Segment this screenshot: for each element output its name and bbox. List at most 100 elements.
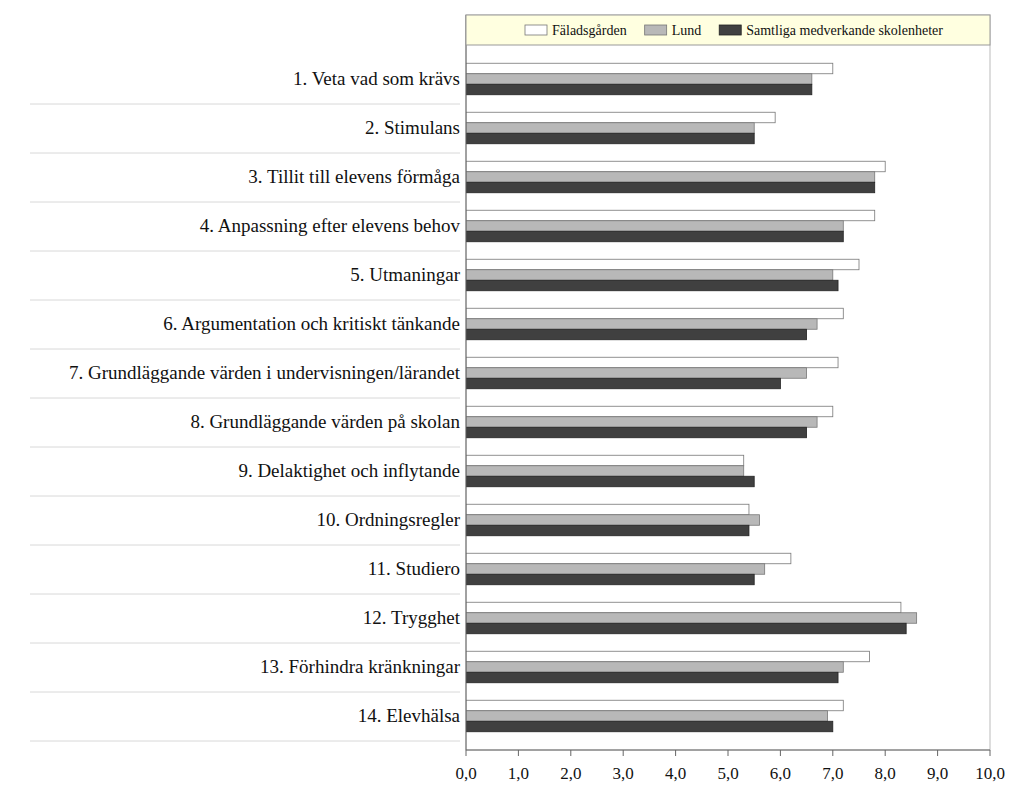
row-separator <box>30 202 460 203</box>
bar <box>466 504 749 515</box>
y-axis-line <box>466 15 467 750</box>
bar <box>466 711 828 722</box>
bar <box>466 112 775 123</box>
category-label: 6. Argumentation och kritiskt tänkande <box>163 313 460 334</box>
row-separator <box>30 398 460 399</box>
bar <box>466 574 754 585</box>
bar <box>466 623 906 634</box>
x-tick-label: 5,0 <box>717 764 738 783</box>
category-label: 9. Delaktighet och inflytande <box>238 460 460 481</box>
x-tick <box>675 750 676 756</box>
row-separator <box>30 300 460 301</box>
bar <box>466 270 833 281</box>
bar <box>466 308 843 319</box>
bar <box>466 74 812 85</box>
row-separator <box>30 447 460 448</box>
bar <box>466 651 869 662</box>
legend-box <box>466 15 990 45</box>
row-separator <box>30 741 460 742</box>
x-tick <box>466 750 467 756</box>
bar <box>466 133 754 144</box>
bar <box>466 221 843 232</box>
bars <box>466 63 917 732</box>
bar <box>466 662 843 673</box>
bar <box>466 280 838 291</box>
bar <box>466 406 833 417</box>
bar <box>466 210 875 221</box>
row-separator <box>30 496 460 497</box>
x-tick-label: 10,0 <box>975 764 1005 783</box>
x-tick <box>990 750 991 756</box>
x-tick <box>518 750 519 756</box>
category-label: 4. Anpassning efter elevens behov <box>200 215 461 236</box>
bar <box>466 525 749 536</box>
x-tick-label: 9,0 <box>927 764 948 783</box>
bar <box>466 182 875 193</box>
category-label: 10. Ordningsregler <box>316 509 460 530</box>
bar <box>466 427 807 438</box>
bar <box>466 172 875 183</box>
x-tick-label: 8,0 <box>875 764 896 783</box>
bar <box>466 602 901 613</box>
bar <box>466 84 812 95</box>
legend-label: Samtliga medverkande skolenheter <box>746 23 943 38</box>
bar <box>466 515 759 526</box>
category-label: 12. Trygghet <box>363 607 461 628</box>
x-tick-label: 4,0 <box>665 764 686 783</box>
bar <box>466 417 817 428</box>
x-tick <box>623 750 624 756</box>
bar <box>466 357 838 368</box>
row-separator <box>30 643 460 644</box>
category-label: 11. Studiero <box>368 558 460 579</box>
x-tick-label: 7,0 <box>822 764 843 783</box>
bar <box>466 466 744 477</box>
bar <box>466 63 833 74</box>
bar <box>466 329 807 340</box>
category-label: 14. Elevhälsa <box>358 705 461 726</box>
x-tick-label: 2,0 <box>560 764 581 783</box>
bar <box>466 672 838 683</box>
row-separator <box>30 594 460 595</box>
bar <box>466 123 754 134</box>
row-separator <box>30 104 460 105</box>
category-label: 3. Tillit till elevens förmåga <box>248 166 460 187</box>
legend-swatch <box>645 25 667 35</box>
x-tick <box>832 750 833 756</box>
bar <box>466 700 843 711</box>
category-label: 1. Veta vad som krävs <box>293 68 460 89</box>
bar <box>466 564 765 575</box>
bar <box>466 378 780 389</box>
x-tick-label: 0,0 <box>455 764 476 783</box>
x-tick-label: 3,0 <box>613 764 634 783</box>
row-separator <box>30 349 460 350</box>
legend-swatch <box>719 25 741 35</box>
category-label: 13. Förhindra kränkningar <box>260 656 461 677</box>
category-label: 8. Grundläggande värden på skolan <box>190 411 460 432</box>
row-separator <box>30 692 460 693</box>
category-label: 5. Utmaningar <box>350 264 460 285</box>
x-tick <box>728 750 729 756</box>
legend-label: Lund <box>672 23 702 38</box>
row-separator <box>30 153 460 154</box>
x-tick <box>885 750 886 756</box>
x-tick-label: 6,0 <box>770 764 791 783</box>
row-separator <box>30 251 460 252</box>
bar <box>466 553 791 564</box>
legend-label: Fäladsgården <box>552 23 627 38</box>
legend-swatch <box>525 25 547 35</box>
bar <box>466 455 744 466</box>
bar <box>466 613 917 624</box>
x-tick-label: 1,0 <box>508 764 529 783</box>
plot-area <box>466 15 990 750</box>
x-tick <box>780 750 781 756</box>
bar <box>466 161 885 172</box>
bar <box>466 368 807 379</box>
bar <box>466 231 843 242</box>
chart: 1. Veta vad som krävs 2. Stimulans 3. Till… <box>0 0 1024 793</box>
bar <box>466 721 833 732</box>
category-label: 2. Stimulans <box>365 117 460 138</box>
category-label: 7. Grundläggande värden i undervisningen… <box>69 362 461 383</box>
x-tick <box>937 750 938 756</box>
bar <box>466 319 817 330</box>
bar <box>466 259 859 270</box>
